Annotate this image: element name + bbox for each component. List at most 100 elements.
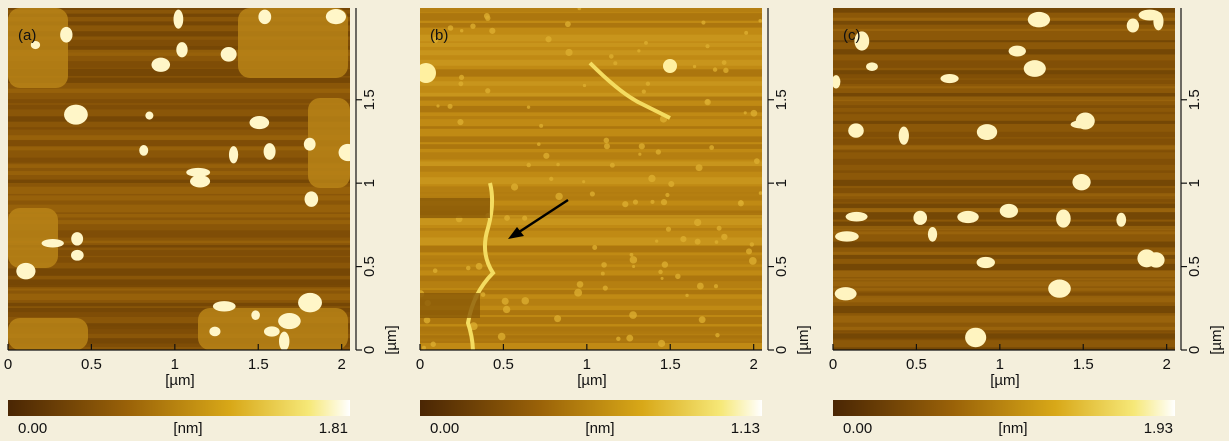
particle	[304, 138, 316, 151]
y-axis-label: [µm]	[1208, 325, 1225, 354]
colorbar-unit: [nm]	[998, 420, 1027, 437]
bright-spot	[663, 59, 677, 73]
scan-line	[420, 136, 762, 142]
x-axis-label: [µm]	[577, 372, 606, 389]
grain	[715, 333, 719, 337]
scan-line	[8, 257, 350, 263]
dark-band	[420, 198, 490, 218]
colorbar-max: 1.13	[731, 420, 760, 437]
x-tick-label: 1.5	[660, 356, 681, 373]
scan-line	[420, 177, 762, 184]
grain	[630, 256, 637, 263]
grain	[556, 163, 559, 166]
grain	[503, 306, 510, 313]
particle	[264, 143, 276, 160]
grain	[758, 19, 762, 23]
grain	[590, 191, 595, 196]
grain	[699, 316, 706, 323]
particle	[977, 257, 995, 268]
grain	[526, 163, 530, 167]
grain	[583, 84, 586, 87]
particle	[42, 239, 64, 247]
scan-line	[420, 152, 762, 159]
scan-line	[420, 69, 762, 76]
y-tick-label: 0	[1186, 346, 1203, 354]
scan-line	[420, 81, 762, 86]
x-axis-label: [µm]	[165, 372, 194, 389]
scan-line	[833, 226, 1175, 230]
particle	[305, 191, 319, 206]
scan-line	[8, 220, 350, 224]
particle	[832, 75, 841, 88]
grain	[632, 265, 635, 268]
grain	[601, 272, 605, 276]
y-tick-label: 1.5	[361, 89, 378, 110]
scan-line	[833, 74, 1175, 78]
grain	[592, 245, 597, 250]
particle	[213, 301, 236, 311]
colorbar-unit: [nm]	[585, 420, 614, 437]
grain	[661, 277, 664, 280]
particle	[264, 326, 280, 336]
scan-line	[833, 132, 1175, 137]
afm-image	[832, 8, 1175, 355]
particle	[71, 250, 84, 261]
scan-line	[833, 242, 1175, 248]
grain	[680, 236, 686, 242]
particle	[251, 310, 260, 320]
grain	[696, 164, 703, 171]
particle	[145, 112, 153, 120]
scan-line	[833, 264, 1175, 270]
scan-line	[8, 135, 350, 140]
x-tick-label: 1	[171, 356, 179, 373]
scan-line	[833, 21, 1175, 25]
grain	[644, 41, 648, 45]
grain	[650, 200, 654, 204]
scan-line	[833, 8, 1175, 13]
scan-line	[420, 116, 762, 119]
particle	[1009, 46, 1026, 57]
y-tick-label: 1	[773, 179, 790, 187]
grain	[648, 175, 655, 182]
terrace	[8, 208, 58, 268]
y-tick-label: 1.5	[1186, 89, 1203, 110]
scan-line	[420, 228, 762, 231]
particle	[913, 211, 927, 225]
scan-line	[833, 139, 1175, 145]
grain	[485, 88, 490, 93]
scan-line	[833, 278, 1175, 280]
scan-line	[833, 270, 1175, 277]
bright-spot	[416, 63, 436, 83]
x-tick-label: 0	[829, 356, 837, 373]
y-axis-label: [µm]	[795, 325, 812, 354]
scan-line	[8, 285, 350, 287]
grain	[656, 149, 661, 154]
grain	[543, 153, 549, 159]
grain	[738, 200, 744, 206]
scan-line	[833, 49, 1175, 54]
page: {"panels": [ {"label": "(a)", "xlim": [0…	[0, 0, 1229, 441]
grain	[458, 81, 463, 86]
scan-line	[833, 296, 1175, 303]
grain	[704, 99, 710, 105]
grain	[709, 145, 714, 150]
grain	[661, 199, 667, 205]
grain	[717, 226, 722, 231]
particle	[190, 175, 210, 187]
scan-line	[833, 96, 1175, 101]
x-tick-label: 0	[4, 356, 12, 373]
scan-line	[833, 86, 1175, 88]
dark-band	[420, 293, 480, 318]
scan-line	[420, 43, 762, 47]
particle	[1000, 204, 1018, 218]
grain	[662, 261, 668, 267]
grain	[574, 289, 582, 297]
particle	[1137, 249, 1156, 267]
scan-line	[420, 126, 762, 129]
scan-line	[833, 316, 1175, 323]
x-tick-label: 0.5	[493, 356, 514, 373]
particle	[835, 287, 857, 300]
grain	[694, 219, 701, 226]
particle	[866, 62, 878, 71]
